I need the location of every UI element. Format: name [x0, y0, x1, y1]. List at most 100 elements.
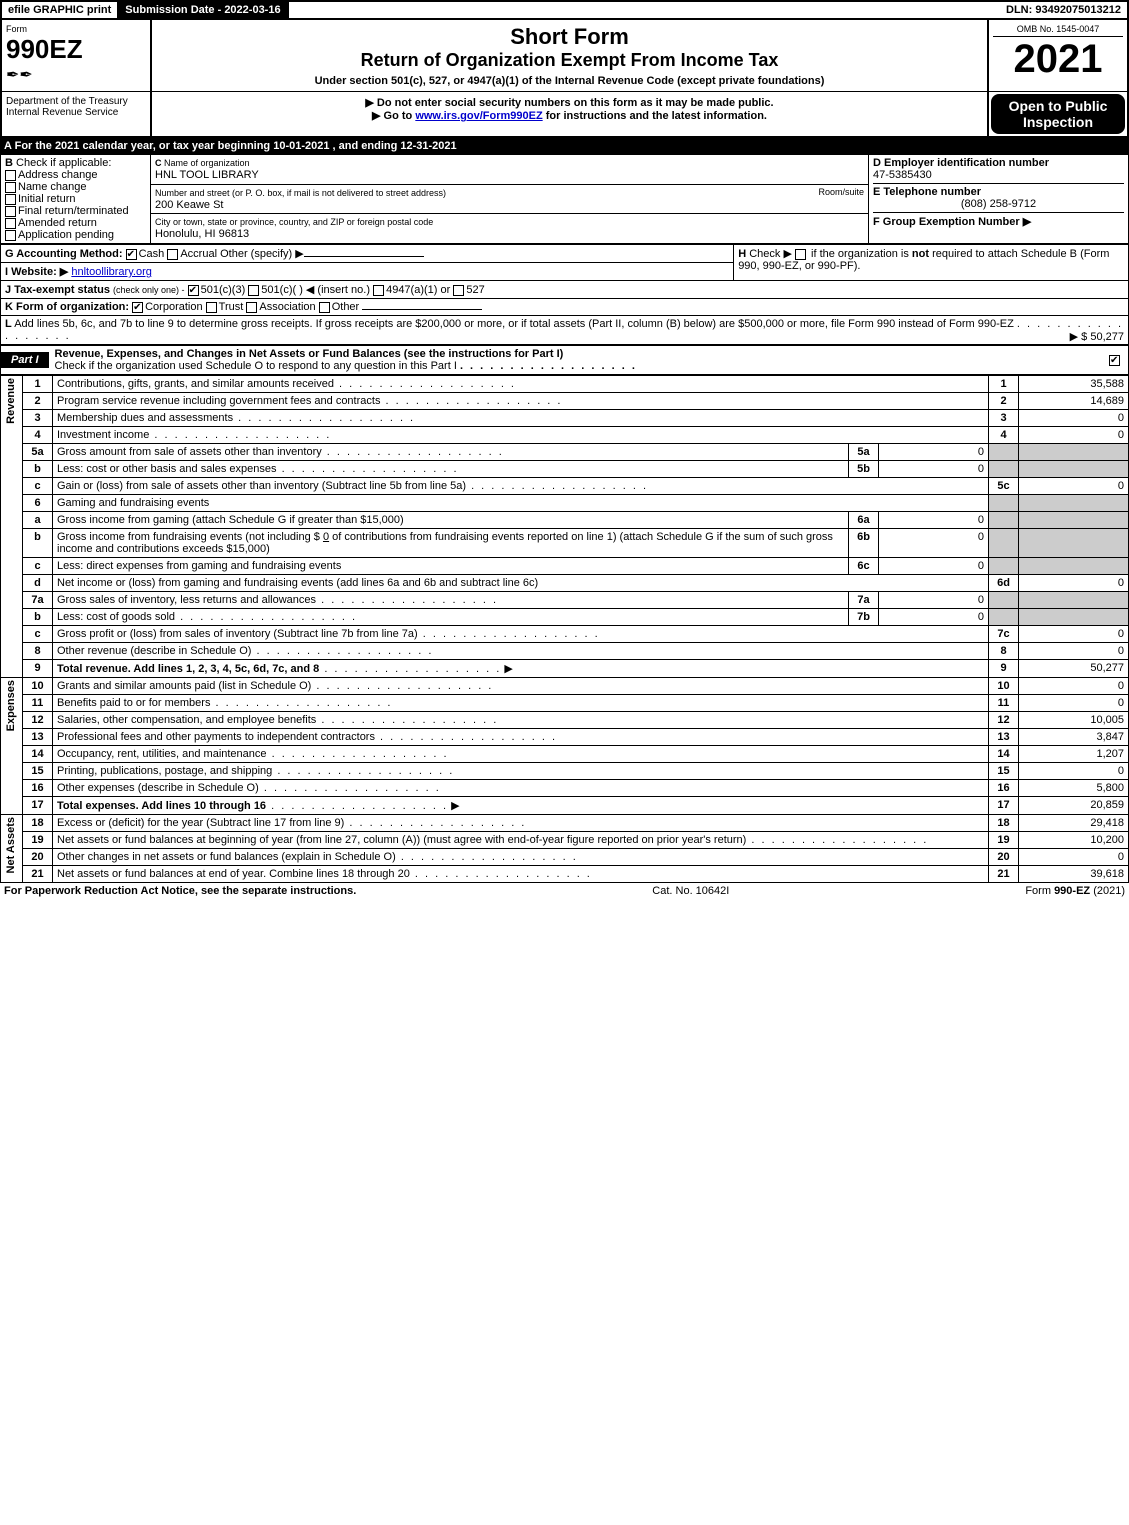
row6d-val: 0 [1019, 575, 1129, 592]
footer-left: For Paperwork Reduction Act Notice, see … [4, 885, 356, 897]
chk-schedule-o[interactable] [1109, 355, 1120, 366]
row17-text: Total expenses. Add lines 10 through 16 … [53, 797, 989, 815]
row20-text: Other changes in net assets or fund bala… [53, 849, 989, 866]
chk-trust[interactable] [206, 302, 217, 313]
chk-accrual[interactable] [167, 249, 178, 260]
goto-link[interactable]: www.irs.gov/Form990EZ [415, 110, 542, 122]
box-k: K Form of organization: Corporation Trus… [0, 299, 1129, 316]
f-label: F Group Exemption Number ▶ [873, 216, 1031, 228]
opt-501c3: 501(c)(3) [201, 284, 246, 296]
d-label: D Employer identification number [873, 157, 1049, 169]
row6a-shade1 [989, 512, 1019, 529]
row2-val: 14,689 [1019, 393, 1129, 410]
form-header: Form 990EZ ✒✒ Short Form Return of Organ… [0, 20, 1129, 138]
row1-val: 35,588 [1019, 376, 1129, 393]
row10-val: 0 [1019, 678, 1129, 695]
row9-val: 50,277 [1019, 660, 1129, 678]
row3-ln: 3 [989, 410, 1019, 427]
form-label: Form [6, 24, 146, 34]
h-text: Check ▶ if the organization is not requi… [738, 248, 1109, 272]
row6a-sv: 0 [879, 512, 989, 529]
chk-pending[interactable] [5, 230, 16, 241]
form-title: Return of Organization Exempt From Incom… [156, 50, 983, 71]
chk-address-change[interactable] [5, 170, 16, 181]
row6a-sub: 6a [849, 512, 879, 529]
row4-val: 0 [1019, 427, 1129, 444]
city: Honolulu, HI 96813 [155, 228, 249, 240]
opt-pending: Application pending [18, 229, 114, 241]
row12-ln: 12 [989, 712, 1019, 729]
row19-ln: 19 [989, 832, 1019, 849]
row7a-shade1 [989, 592, 1019, 609]
row7b-text: Less: cost of goods sold [53, 609, 849, 626]
other-specify[interactable] [304, 256, 424, 257]
row14-ln: 14 [989, 746, 1019, 763]
row15-num: 15 [23, 763, 53, 780]
row19-val: 10,200 [1019, 832, 1129, 849]
chk-501c[interactable] [248, 285, 259, 296]
header-notes: ▶ Do not enter social security numbers o… [152, 92, 987, 136]
chk-initial-return[interactable] [5, 194, 16, 205]
row6b-text: Gross income from fundraising events (no… [53, 529, 849, 558]
chk-other-org[interactable] [319, 302, 330, 313]
row13-ln: 13 [989, 729, 1019, 746]
row20-val: 0 [1019, 849, 1129, 866]
chk-527[interactable] [453, 285, 464, 296]
row3-val: 0 [1019, 410, 1129, 427]
row17-val: 20,859 [1019, 797, 1129, 815]
row18-text: Excess or (deficit) for the year (Subtra… [53, 815, 989, 832]
chk-corp[interactable] [132, 302, 143, 313]
row8-val: 0 [1019, 643, 1129, 660]
i-label: I Website: ▶ [5, 266, 68, 278]
form-under: Under section 501(c), 527, or 4947(a)(1)… [156, 75, 983, 87]
k-label: K Form of organization: [5, 301, 129, 313]
row7a-sv: 0 [879, 592, 989, 609]
j-label: J Tax-exempt status [5, 284, 110, 296]
phone: (808) 258-9712 [873, 198, 1124, 210]
row4-text: Investment income [53, 427, 989, 444]
row6d-ln: 6d [989, 575, 1019, 592]
row6c-shade2 [1019, 558, 1129, 575]
row13-val: 3,847 [1019, 729, 1129, 746]
row7a-sub: 7a [849, 592, 879, 609]
chk-assoc[interactable] [246, 302, 257, 313]
row10-ln: 10 [989, 678, 1019, 695]
ein: 47-5385430 [873, 169, 932, 181]
row17-arrow: ▶ [451, 800, 459, 812]
chk-amended[interactable] [5, 218, 16, 229]
row9-text: Total revenue. Add lines 1, 2, 3, 4, 5c,… [53, 660, 989, 678]
row9-num: 9 [23, 660, 53, 678]
chk-4947[interactable] [373, 285, 384, 296]
part1-bar: Part I Revenue, Expenses, and Changes in… [0, 345, 1129, 375]
a-label: A [4, 140, 12, 152]
chk-final-return[interactable] [5, 206, 16, 217]
other-org-line[interactable] [362, 309, 482, 310]
row5b-sv: 0 [879, 461, 989, 478]
opt-other-org: Other [332, 301, 360, 313]
opt-501c: 501(c)( ) ◀ (insert no.) [261, 284, 370, 296]
row17-ln: 17 [989, 797, 1019, 815]
row12-val: 10,005 [1019, 712, 1129, 729]
website-link[interactable]: hnltoollibrary.org [71, 266, 152, 278]
room-label: Room/suite [818, 187, 864, 197]
opt-527: 527 [466, 284, 484, 296]
box-c-city: City or town, state or province, country… [151, 214, 869, 244]
box-g: G Accounting Method: Cash Accrual Other … [1, 245, 734, 263]
row13-text: Professional fees and other payments to … [53, 729, 989, 746]
part1-check-note: Check if the organization used Schedule … [55, 360, 457, 372]
row5c-text: Gain or (loss) from sale of assets other… [53, 478, 989, 495]
row5c-ln: 5c [989, 478, 1019, 495]
row14-num: 14 [23, 746, 53, 763]
row10-text: Grants and similar amounts paid (list in… [53, 678, 989, 695]
row7b-sub: 7b [849, 609, 879, 626]
row5a-sv: 0 [879, 444, 989, 461]
street: 200 Keawe St [155, 199, 224, 211]
chk-501c3[interactable] [188, 285, 199, 296]
row1-text: Contributions, gifts, grants, and simila… [53, 376, 989, 393]
row18-ln: 18 [989, 815, 1019, 832]
chk-sched-b[interactable] [795, 249, 806, 260]
footer-mid: Cat. No. 10642I [652, 885, 729, 897]
chk-name-change[interactable] [5, 182, 16, 193]
chk-cash[interactable] [126, 249, 137, 260]
ssn-note: ▶ Do not enter social security numbers o… [156, 96, 983, 109]
